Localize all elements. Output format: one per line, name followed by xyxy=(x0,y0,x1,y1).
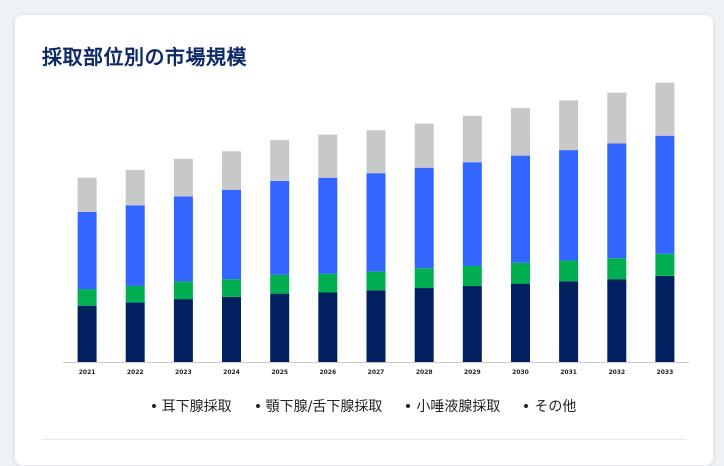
bar-segment-2025-series-2 xyxy=(270,274,290,294)
bullet-icon xyxy=(255,404,260,408)
bar-segment-2025-series-3 xyxy=(270,181,290,275)
bullet-icon xyxy=(151,404,156,408)
bar-segment-2021-series-3 xyxy=(77,211,97,290)
bar-segment-2032-series-3 xyxy=(607,143,627,259)
bar-segment-2023-series-2 xyxy=(173,281,193,300)
x-tick-label: 2023 xyxy=(175,369,192,376)
bar-segment-2023-series-4 xyxy=(173,158,193,197)
bar-segment-2023-series-1 xyxy=(173,299,193,362)
legend-label: 耳下腺採取 xyxy=(161,399,232,415)
bar-segment-2032-series-2 xyxy=(607,258,627,280)
bar-segment-2026-series-1 xyxy=(318,292,338,362)
legend-label: 顎下腺/舌下腺採取 xyxy=(265,399,383,415)
page-title: 採取部位別の市場規模 xyxy=(42,45,247,69)
legend-item-1: 耳下腺採取 xyxy=(151,396,232,416)
bar-segment-2030-series-2 xyxy=(511,262,530,284)
bar-segment-2021-series-1 xyxy=(77,305,97,362)
divider xyxy=(42,439,686,440)
chart-legend: 耳下腺採取 顎下腺/舌下腺採取 小唾液腺採取 その他 xyxy=(15,396,713,416)
bar-segment-2027-series-4 xyxy=(366,130,386,174)
legend-item-3: 小唾液腺採取 xyxy=(406,396,500,416)
bar-segment-2023-series-3 xyxy=(173,196,193,282)
bar-segment-2027-series-1 xyxy=(366,290,386,363)
x-tick-label: 2027 xyxy=(368,369,385,376)
x-tick-label: 2024 xyxy=(223,369,240,376)
bullet-icon xyxy=(524,404,529,408)
bar-segment-2031-series-2 xyxy=(559,260,579,282)
bar-segment-2024-series-1 xyxy=(222,296,241,362)
bar-segment-2031-series-4 xyxy=(559,100,579,151)
bar-segment-2027-series-2 xyxy=(366,271,386,291)
bar-segment-2028-series-3 xyxy=(414,167,434,269)
bar-segment-2029-series-1 xyxy=(462,285,482,362)
chart-card: 採取部位別の市場規模 2021 2022 2023 2024 2025 2026 2027 2… xyxy=(14,14,714,466)
bar-segment-2022-series-3 xyxy=(125,205,145,286)
bar-segment-2033-series-3 xyxy=(655,135,675,254)
bar-segment-2025-series-4 xyxy=(270,140,290,181)
bar-segment-2028-series-2 xyxy=(414,268,434,289)
bar-segment-2029-series-2 xyxy=(462,266,482,286)
x-tick-label: 2029 xyxy=(464,369,481,376)
x-tick-label: 2026 xyxy=(319,369,336,376)
bar-segment-2029-series-3 xyxy=(462,162,482,266)
x-tick-label: 2032 xyxy=(608,369,625,376)
x-tick-label: 2021 xyxy=(79,369,96,376)
x-tick-label: 2031 xyxy=(560,369,577,376)
bar-segment-2024-series-3 xyxy=(222,189,241,280)
bar-segment-2022-series-1 xyxy=(125,302,145,362)
stacked-bar-chart: 2021 2022 2023 2024 2025 2026 2027 2028 2029 2030… xyxy=(63,82,689,376)
legend-label: その他 xyxy=(534,399,577,415)
bullet-icon xyxy=(406,404,411,408)
x-tick-label: 2033 xyxy=(657,369,674,376)
legend-item-4: その他 xyxy=(524,396,576,416)
bar-segment-2022-series-4 xyxy=(125,169,145,206)
bar-segment-2021-series-4 xyxy=(77,177,97,212)
bar-segment-2030-series-3 xyxy=(511,155,530,263)
x-tick-label: 2025 xyxy=(271,369,288,376)
x-tick-label: 2030 xyxy=(512,369,529,376)
bar-segment-2031-series-3 xyxy=(559,150,579,261)
x-tick-label: 2028 xyxy=(416,369,433,376)
bar-segment-2033-series-4 xyxy=(655,82,675,136)
x-tick-label: 2022 xyxy=(127,369,144,376)
bar-segment-2030-series-4 xyxy=(511,108,530,156)
bar-segment-2027-series-3 xyxy=(366,173,386,272)
bar-segment-2021-series-2 xyxy=(77,289,97,306)
bar-segment-2033-series-2 xyxy=(655,253,675,276)
bar-segment-2031-series-1 xyxy=(559,281,579,362)
bar-segment-2022-series-2 xyxy=(125,285,145,303)
bar-segment-2033-series-1 xyxy=(655,275,675,362)
bar-segment-2028-series-1 xyxy=(414,288,434,362)
bar-segment-2030-series-1 xyxy=(511,283,530,362)
bar-segment-2029-series-4 xyxy=(462,115,482,163)
bar-segment-2032-series-1 xyxy=(607,279,627,362)
bar-segment-2028-series-4 xyxy=(414,123,434,168)
bar-segment-2025-series-1 xyxy=(270,293,290,362)
bar-segment-2024-series-2 xyxy=(222,279,241,297)
legend-item-2: 顎下腺/舌下腺採取 xyxy=(255,396,383,416)
bar-segment-2026-series-2 xyxy=(318,273,338,293)
bar-segment-2026-series-3 xyxy=(318,177,338,274)
bar-segment-2026-series-4 xyxy=(318,134,338,178)
bar-segment-2032-series-4 xyxy=(607,92,627,144)
legend-label: 小唾液腺採取 xyxy=(416,399,501,415)
bar-segment-2024-series-4 xyxy=(222,151,241,190)
